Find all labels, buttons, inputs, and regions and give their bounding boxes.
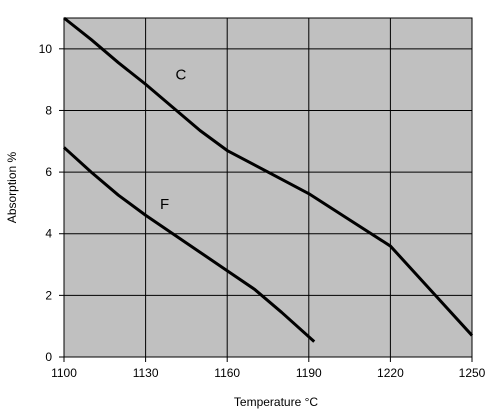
axis-ticks: 1100 1130 1160 1190 1220 1250 0 2 4 6 8 10 — [39, 42, 486, 380]
series-labels: CF — [160, 67, 186, 213]
series-label-c: C — [176, 67, 187, 84]
x-tick-label-1160: 1160 — [214, 366, 240, 380]
plot-border — [63, 17, 473, 358]
y-axis-title: Absorption % — [5, 151, 19, 223]
x-tick-label-1100: 1100 — [51, 366, 77, 380]
series-line-c — [63, 16, 474, 337]
x-axis-title: Temperature °C — [234, 395, 318, 409]
y-tick-label-0: 0 — [45, 350, 52, 364]
y-tick-label-2: 2 — [45, 288, 52, 302]
y-tick-label-10: 10 — [39, 42, 53, 56]
y-tick-label-4: 4 — [45, 227, 52, 241]
x-tick-label-1220: 1220 — [377, 366, 404, 380]
x-tick-label-1190: 1190 — [296, 366, 322, 380]
series-label-f: F — [160, 196, 169, 213]
y-tick-label-8: 8 — [45, 103, 52, 117]
y-tick-label-6: 6 — [45, 165, 52, 179]
series-lines — [62, 16, 474, 343]
series-line-f — [62, 146, 316, 343]
x-tick-label-1130: 1130 — [133, 366, 159, 380]
x-tick-label-1250: 1250 — [459, 366, 486, 380]
